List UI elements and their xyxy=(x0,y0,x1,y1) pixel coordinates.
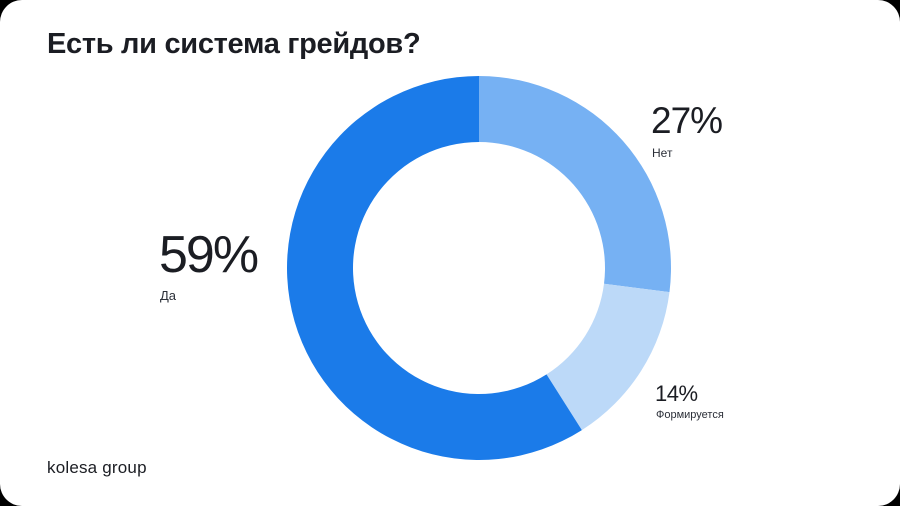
slice-value-label-net: 27% xyxy=(651,100,723,141)
slice-category-label-formiruetsya: Формируется xyxy=(656,409,724,421)
slice-category-label-da: Да xyxy=(160,288,177,303)
chart-title: Есть ли система грейдов? xyxy=(47,28,421,60)
brand-logo: kolesa group xyxy=(47,458,147,477)
donut-slice-formiruetsya xyxy=(546,283,670,431)
slice-value-label-da: 59% xyxy=(159,226,259,284)
slice-value-label-formiruetsya: 14% xyxy=(655,381,698,406)
donut-slice-net xyxy=(479,76,671,293)
slice-category-label-net: Нет xyxy=(652,146,673,160)
donut-slice-da xyxy=(287,76,582,460)
